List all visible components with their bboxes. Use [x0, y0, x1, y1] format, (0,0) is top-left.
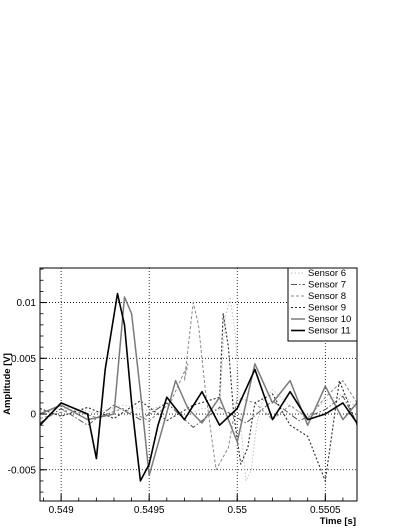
series-group: [40, 292, 357, 482]
legend-box: [287, 267, 358, 342]
legend-label: Sensor 7: [308, 280, 346, 291]
y-axis-title: Amplitude [V]: [2, 353, 13, 415]
y-tick-label: -0.005: [8, 465, 37, 476]
legend-label: Sensor 8: [308, 291, 346, 302]
x-tick-label: 0.55: [228, 505, 248, 516]
legend-label: Sensor 6: [308, 268, 346, 279]
x-axis-title: Time [s]: [320, 516, 356, 527]
legend-label: Sensor 11: [308, 326, 351, 337]
legend-label: Sensor 9: [308, 303, 346, 314]
x-tick-label: 0.5495: [134, 505, 165, 516]
axis-ticks: 0.549 0.5495 0.55 0.5505 -0.005 0 0.005 0.01: [8, 268, 344, 516]
series-line-sensor-9: [40, 313, 357, 482]
x-tick-label: 0.5505: [310, 505, 341, 516]
y-tick-label: 0.005: [11, 354, 36, 365]
x-tick-label: 0.549: [49, 505, 74, 516]
y-tick-label: 0.01: [17, 298, 37, 309]
series-line-sensor-8: [40, 302, 357, 471]
series-line-sensor-11: [40, 292, 357, 482]
legend-label: Sensor 10: [308, 314, 351, 325]
plot-frame: [39, 267, 358, 502]
y-tick-label: 0: [30, 410, 36, 421]
